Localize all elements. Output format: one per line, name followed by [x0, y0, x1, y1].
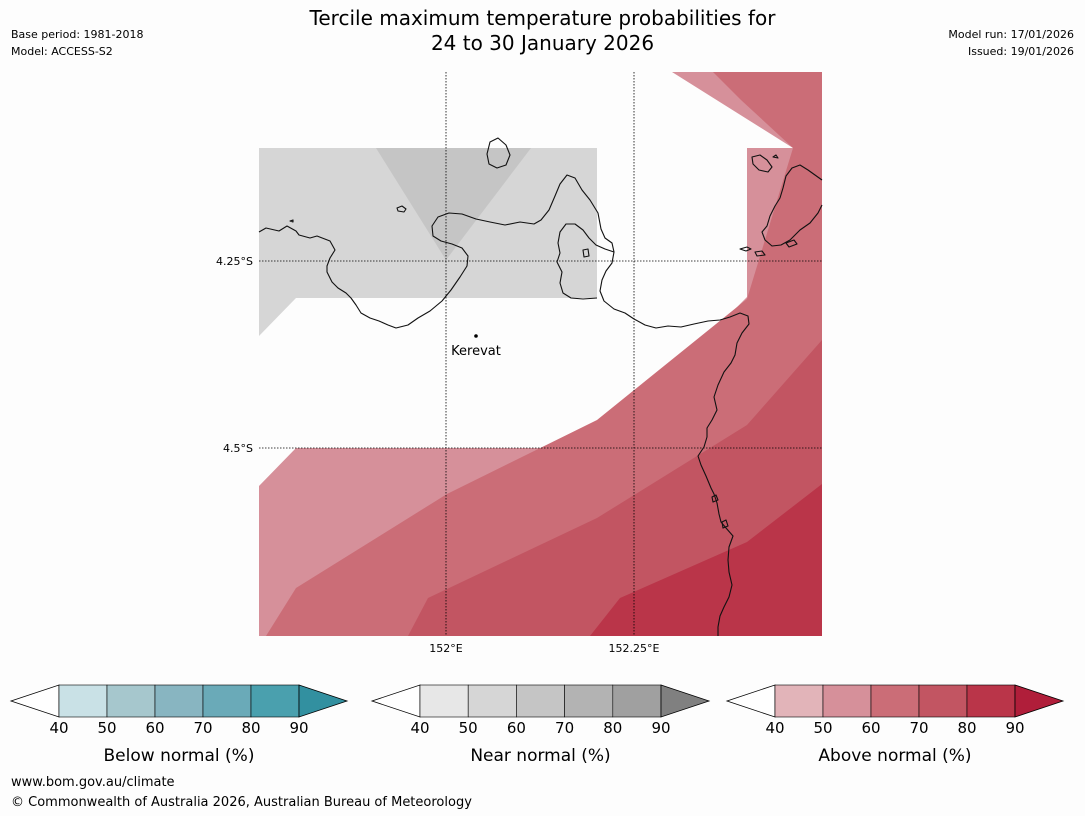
below-normal-colorbar-segment: [202, 684, 252, 718]
title-line-2: 24 to 30 January 2026: [430, 31, 655, 55]
near-normal-colorbar-label: Near normal (%): [470, 746, 610, 766]
new-ireland-islet-b: [739, 246, 752, 252]
below-normal-colorbar-tick-label: 50: [97, 719, 116, 737]
new-ireland-islet-c: [754, 250, 766, 257]
lat-label-4-5: 4.5°S: [223, 442, 253, 455]
footer-copyright: © Commonwealth of Australia 2026, Austra…: [11, 795, 472, 810]
base-period-text: Base period: 1981-2018: [11, 28, 144, 41]
new-ireland-coast: [761, 164, 823, 247]
near-normal-colorbar-tick-label: 90: [651, 719, 670, 737]
near-normal-colorbar-high-extend: [660, 684, 711, 718]
metadata-left: Base period: 1981-2018 Model: ACCESS-S2: [11, 26, 143, 60]
below-normal-colorbar-segment: [106, 684, 156, 718]
near-normal-colorbar-low-extend: [370, 684, 421, 718]
above-normal-colorbar-tick-label: 40: [765, 719, 784, 737]
near-normal-colorbar-segment: [467, 684, 517, 718]
below-normal-colorbar-tick-label: 60: [145, 719, 164, 737]
above-normal-colorbar-tick-label: 80: [957, 719, 976, 737]
near-normal-colorbar: 40 50 60 70 80 90 Near normal (%): [370, 684, 711, 766]
near-normal-colorbar-segment: [612, 684, 662, 718]
above-normal-colorbar-high-extend: [1014, 684, 1065, 718]
below-normal-colorbar-high-extend: [298, 684, 349, 718]
metadata-right: Model run: 17/01/2026 Issued: 19/01/2026: [948, 26, 1074, 60]
below-normal-colorbar-segment: [250, 684, 300, 718]
new-ireland-islet-a: [751, 154, 773, 173]
lon-label-152-25: 152.25°E: [609, 642, 660, 655]
new-ireland-islet-g: [721, 519, 729, 529]
above-normal-colorbar-segment: [966, 684, 1016, 718]
below-normal-colorbar-label: Below normal (%): [104, 746, 255, 766]
above-normal-colorbar-segment: [918, 684, 968, 718]
model-text: Model: ACCESS-S2: [11, 45, 113, 58]
lon-label-152: 152°E: [429, 642, 462, 655]
kerevat-marker: [474, 334, 478, 338]
near-normal-colorbar-segment: [516, 684, 565, 718]
small-island-west: [396, 205, 407, 213]
above-normal-80-region: [590, 484, 822, 636]
lat-label-4-25: 4.25°S: [216, 255, 253, 268]
islet-1: [289, 219, 294, 223]
footer-url: www.bom.gov.au/climate: [11, 775, 175, 790]
below-normal-colorbar-tick-label: 40: [49, 719, 68, 737]
colorbar-legends: 40 50 60 70 80 90 Below normal (%) 40 50 60 70 80 90…: [9, 684, 1065, 766]
above-normal-colorbar-segment: [870, 684, 920, 718]
gazelle-peninsula-lobe: [556, 223, 615, 300]
near-normal-colorbar-segment: [419, 684, 469, 718]
new-ireland-islet-f: [711, 494, 719, 503]
above-normal-colorbar-tick-label: 60: [861, 719, 880, 737]
below-normal-colorbar-low-extend: [9, 684, 60, 718]
near-normal-colorbar-tick-label: 40: [410, 719, 429, 737]
duke-of-york-islands: [582, 248, 590, 258]
above-normal-colorbar-tick-label: 50: [813, 719, 832, 737]
above-normal-colorbar-segment: [774, 684, 824, 718]
issued-text: Issued: 19/01/2026: [967, 45, 1074, 58]
coastline: [258, 137, 823, 636]
near-normal-50-region: [259, 148, 597, 336]
watom-island: [486, 137, 511, 169]
graticule: [259, 72, 822, 636]
near-normal-60-region: [376, 148, 531, 260]
map-title: Tercile maximum temperature probabilitie…: [0, 6, 1085, 56]
kerevat-label: Kerevat: [451, 344, 501, 359]
model-run-text: Model run: 17/01/2026: [948, 28, 1074, 41]
above-normal-colorbar-segment: [822, 684, 872, 718]
above-normal-colorbar-tick-label: 70: [909, 719, 928, 737]
near-normal-colorbar-segment: [564, 684, 614, 718]
below-normal-colorbar-tick-label: 80: [241, 719, 260, 737]
above-normal-colorbar: 40 50 60 70 80 90 Above normal (%): [725, 684, 1065, 766]
above-normal-colorbar-low-extend: [725, 684, 776, 718]
new-ireland-islet-d: [785, 239, 798, 248]
below-normal-colorbar-segment: [58, 684, 108, 718]
above-normal-colorbar-tick-label: 90: [1005, 719, 1024, 737]
below-normal-colorbar-tick-label: 70: [193, 719, 212, 737]
near-normal-colorbar-tick-label: 60: [507, 719, 526, 737]
new-britain-coast: [258, 174, 750, 636]
near-normal-colorbar-tick-label: 50: [459, 719, 478, 737]
title-line-1: Tercile maximum temperature probabilitie…: [309, 6, 776, 30]
shading-layer: [259, 72, 822, 636]
below-normal-colorbar-segment: [154, 684, 204, 718]
below-normal-colorbar: 40 50 60 70 80 90 Below normal (%): [9, 684, 349, 766]
below-normal-colorbar-tick-label: 90: [289, 719, 308, 737]
new-ireland-islet-e: [772, 154, 779, 159]
near-normal-colorbar-tick-label: 70: [555, 719, 574, 737]
above-normal-colorbar-label: Above normal (%): [818, 746, 971, 766]
near-normal-colorbar-tick-label: 80: [603, 719, 622, 737]
